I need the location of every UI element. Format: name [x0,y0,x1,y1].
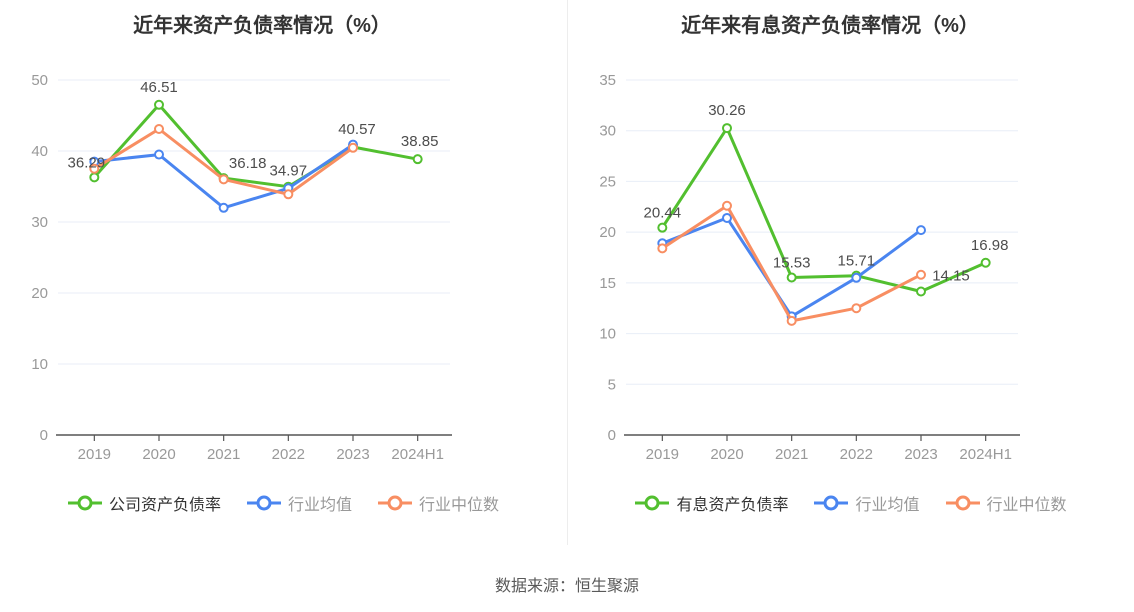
legend-circle [387,495,403,511]
data-point-marker [154,99,164,110]
legend-marker-icon [635,495,670,511]
legend-item[interactable]: 行业中位数 [945,491,1067,515]
data-point-label: 16.98 [971,237,1009,254]
y-axis-tick-label: 10 [31,356,48,373]
legend-item[interactable]: 行业均值 [814,491,920,515]
data-point-marker [916,225,926,236]
data-point-marker [218,202,229,213]
data-point-marker [722,123,732,134]
data-point-marker [412,154,423,165]
data-point-marker [154,123,164,134]
legend-label: 行业均值 [287,497,352,514]
data-point-marker [154,149,164,160]
data-point-label: 36.18 [229,155,267,172]
data-point-label: 15.53 [773,254,811,271]
x-axis-tick-label: 2023 [336,446,369,463]
legend-marker-icon [246,495,281,511]
y-axis-tick-label: 5 [608,376,616,393]
y-axis-tick-label: 30 [599,123,616,140]
x-axis-tick-label: 2022 [272,446,305,463]
data-point-marker [851,303,862,314]
data-point-marker [89,172,100,183]
data-point-label: 14.15 [932,267,970,284]
data-point-label: 34.97 [270,163,308,180]
data-point-label: 46.51 [140,79,178,96]
data-point-marker [657,243,668,254]
legend-label: 公司资产负债率 [108,497,221,514]
data-point-marker [786,272,797,283]
y-axis-tick-label: 35 [599,72,616,89]
data-point-label: 15.71 [838,253,876,270]
y-axis-tick-label: 40 [31,143,48,160]
data-point-label: 38.85 [401,133,439,150]
x-axis-tick-label: 2023 [904,446,937,463]
x-axis-tick-label: 2019 [78,446,111,463]
legend-label: 行业中位数 [986,497,1067,514]
x-axis-tick-label: 2021 [207,446,240,463]
series-line [92,127,355,196]
legend-circle [256,495,272,511]
legend-interest-bearing: 有息资产负债率 行业均值 行业中位数 [568,464,1134,542]
data-point-marker [89,163,100,174]
y-axis-tick-label: 15 [599,275,616,292]
legend-label: 行业均值 [855,497,920,514]
line-chart-interest-bearing: 0 5 10 15 20 25 30 35 2019 2020 2021 2022 2023 2024H1… [599,72,1020,463]
series-line [92,103,420,189]
series-line [660,126,988,293]
line-chart-asset-liability: 0 10 20 30 40 50 2019 2020 2021 2022 2023 2024H1 36.… [31,72,452,463]
data-point-marker [283,189,294,200]
legend-marker-icon [67,495,102,511]
legend-marker-icon [378,495,412,511]
legend-circle [77,495,93,511]
x-axis-tick-label: 2024H1 [959,446,1012,463]
y-axis-tick-label: 50 [31,72,48,89]
data-point-label: 20.44 [644,205,682,222]
legend-circle [823,495,839,511]
charts-row: 近年来资产负债率情况（%） 0 10 20 30 40 50 2019 2020 2021 202… [0,0,1134,545]
data-point-marker [916,286,926,297]
data-point-marker [348,142,358,153]
chart-panel-interest-bearing: 近年来有息资产负债率情况（%） 0 5 10 15 20 25 30 35 2019 2020 20… [567,0,1134,545]
y-axis-tick-label: 20 [599,224,616,241]
data-point-marker [722,212,732,223]
y-axis-tick-label: 10 [599,326,616,343]
x-axis-tick-label: 2019 [646,446,679,463]
chart-panel-asset-liability: 近年来资产负债率情况（%） 0 10 20 30 40 50 2019 2020 2021 202… [0,0,567,545]
legend-marker-icon [945,495,980,511]
data-point-marker [980,257,991,268]
y-axis-tick-label: 20 [31,285,48,302]
legend-item[interactable]: 行业均值 [246,491,352,515]
data-point-label: 36.29 [68,154,106,171]
legend-label: 有息资产负债率 [676,497,789,514]
y-axis-tick-label: 25 [599,173,616,190]
data-point-marker [657,222,668,233]
legend-item[interactable]: 行业中位数 [378,491,499,515]
legend-circle [955,495,970,511]
data-point-marker [722,200,732,211]
x-axis-tick-label: 2020 [142,446,175,463]
y-axis-tick-label: 0 [40,427,48,444]
chart-title-asset-liability: 近年来资产负债率情况（%） [133,15,391,37]
legend-label: 行业中位数 [419,497,500,514]
data-point-marker [916,269,926,280]
chart-title-interest-bearing: 近年来有息资产负债率情况（%） [681,15,979,37]
y-axis-tick-label: 30 [31,214,48,231]
x-axis-tick-label: 2024H1 [391,446,444,463]
legend-item[interactable]: 公司资产负债率 [67,491,221,515]
x-axis-tick-label: 2022 [840,446,873,463]
legend-item[interactable]: 有息资产负债率 [635,491,788,515]
data-point-marker [218,174,229,185]
y-axis-tick-label: 0 [608,427,616,444]
x-axis-tick-label: 2020 [710,446,743,463]
legend-asset-liability: 公司资产负债率 行业均值 行业中位数 [0,464,567,542]
data-source-note: 数据来源：恒生聚源 [494,578,639,595]
legend-marker-icon [814,495,849,511]
x-axis-tick-label: 2021 [775,446,808,463]
data-point-label: 40.57 [338,121,376,138]
data-point-marker [786,315,797,326]
data-point-label: 30.26 [708,102,746,119]
data-point-marker [851,272,862,283]
legend-circle [644,495,660,511]
